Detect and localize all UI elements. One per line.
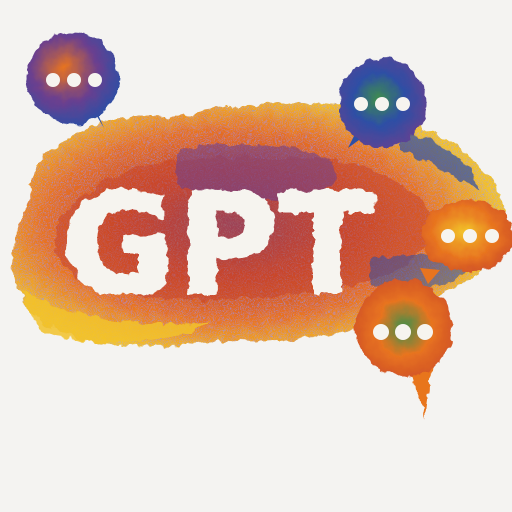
dot-icon — [396, 97, 410, 111]
dot-icon — [46, 73, 60, 87]
dot-icon — [485, 229, 499, 243]
dot-icon — [463, 229, 477, 243]
bottom-chat-bubble — [356, 280, 452, 418]
dot-icon — [375, 97, 389, 111]
top-left-chat-bubble — [27, 32, 119, 128]
dot-icon — [373, 324, 389, 340]
gpt-wordmark-text: GPT — [62, 164, 377, 325]
top-right-chat-bubble — [339, 59, 427, 148]
dot-icon — [354, 97, 368, 111]
dot-icon — [88, 73, 102, 87]
dot-icon — [441, 229, 455, 243]
dot-icon — [67, 73, 81, 87]
dot-icon — [417, 324, 433, 340]
dot-icon — [395, 324, 411, 340]
right-chat-bubble — [420, 200, 512, 284]
gpt-wordmark: GPT — [61, 163, 377, 327]
paint-cloud — [12, 102, 506, 347]
